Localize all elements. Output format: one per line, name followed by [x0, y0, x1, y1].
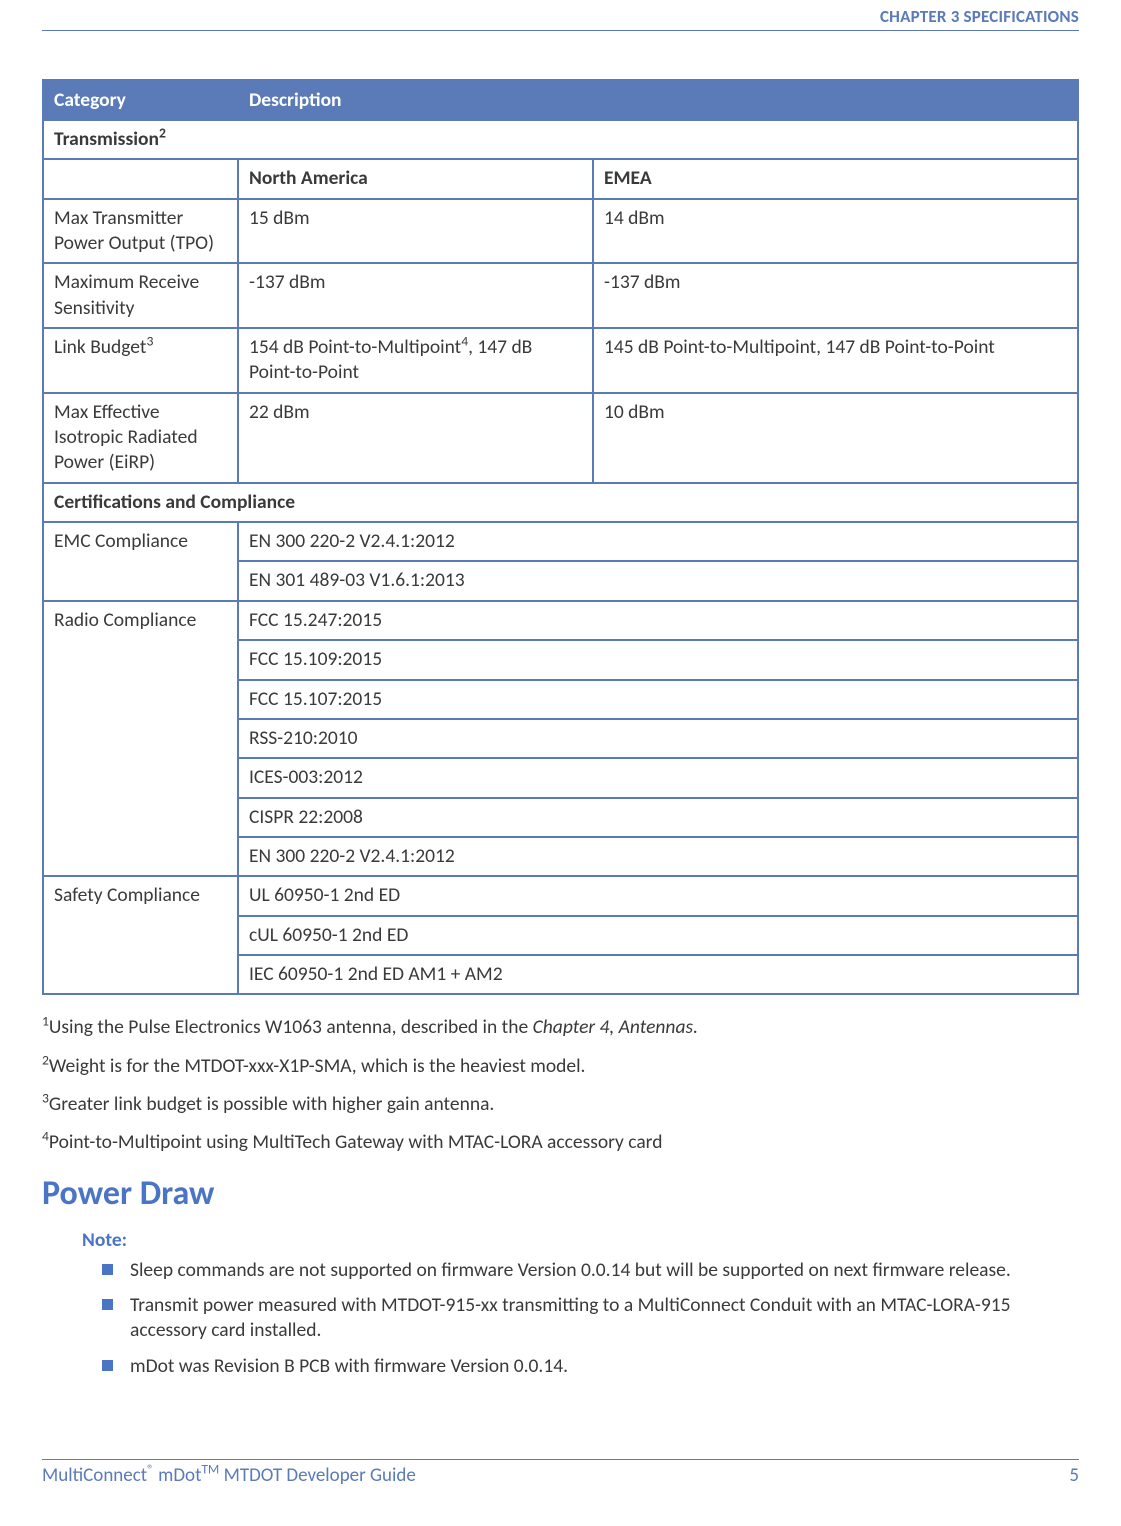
note-list: Sleep commands are not supported on firm…: [130, 1258, 1079, 1379]
square-bullet-icon: [102, 1299, 113, 1310]
footnotes: 1Using the Pulse Electronics W1063 anten…: [42, 1015, 1079, 1155]
group-label-safety: Safety Compliance: [43, 876, 238, 994]
square-bullet-icon: [102, 1360, 113, 1371]
list-item: Transmit power measured with MTDOT-915-x…: [130, 1293, 1079, 1344]
col-category: Category: [43, 80, 238, 120]
group-label-radio: Radio Compliance: [43, 601, 238, 876]
page-number: 5: [1069, 1464, 1079, 1487]
section-title-certs: Certifications and Compliance: [43, 483, 1078, 522]
chapter-header: CHAPTER 3 SPECIFICATIONS: [42, 6, 1079, 31]
table-row: Max Effective Isotropic Radiated Power (…: [43, 393, 1078, 483]
section-row-certifications: Certifications and Compliance: [43, 483, 1078, 522]
cert-item: FCC 15.109:2015: [238, 640, 1078, 679]
footer-title: MultiConnect® mDotTM MTDOT Developer Gui…: [42, 1464, 416, 1487]
row-label: Max Transmitter Power Output (TPO): [43, 199, 238, 264]
region-header-row: North America EMEA: [43, 159, 1078, 198]
table-row: Max Transmitter Power Output (TPO) 15 dB…: [43, 199, 1078, 264]
blank-cell: [43, 159, 238, 198]
table-row: Radio Compliance FCC 15.247:2015: [43, 601, 1078, 640]
cert-item: FCC 15.247:2015: [238, 601, 1078, 640]
square-bullet-icon: [102, 1264, 113, 1275]
row-label: Link Budget3: [43, 328, 238, 393]
table-header-row: Category Description: [43, 80, 1078, 120]
row-na: 15 dBm: [238, 199, 593, 264]
row-emea: 14 dBm: [593, 199, 1078, 264]
row-na: 22 dBm: [238, 393, 593, 483]
row-emea: -137 dBm: [593, 263, 1078, 328]
cert-item: cUL 60950-1 2nd ED: [238, 916, 1078, 955]
table-row: Link Budget3 154 dB Point-to-Multipoint4…: [43, 328, 1078, 393]
cert-item: EN 300 220-2 V2.4.1:2012: [238, 522, 1078, 561]
region-emea: EMEA: [593, 159, 1078, 198]
note-block: Note: Sleep commands are not supported o…: [82, 1228, 1079, 1379]
table-row: Safety Compliance UL 60950-1 2nd ED: [43, 876, 1078, 915]
footnote: 2Weight is for the MTDOT-xxx-X1P-SMA, wh…: [42, 1054, 1079, 1078]
row-emea: 10 dBm: [593, 393, 1078, 483]
row-label: Maximum Receive Sensitivity: [43, 263, 238, 328]
page-footer: MultiConnect® mDotTM MTDOT Developer Gui…: [42, 1459, 1079, 1487]
cert-item: ICES-003:2012: [238, 758, 1078, 797]
list-item: mDot was Revision B PCB with firmware Ve…: [130, 1354, 1079, 1379]
table-row: EMC Compliance EN 300 220-2 V2.4.1:2012: [43, 522, 1078, 561]
section-row-transmission: Transmission2: [43, 120, 1078, 159]
row-emea: 145 dB Point-to-Multipoint, 147 dB Point…: [593, 328, 1078, 393]
footnote: 1Using the Pulse Electronics W1063 anten…: [42, 1015, 1079, 1039]
footnote: 4Point-to-Multipoint using MultiTech Gat…: [42, 1130, 1079, 1154]
cert-item: EN 301 489-03 V1.6.1:2013: [238, 561, 1078, 600]
cert-item: UL 60950-1 2nd ED: [238, 876, 1078, 915]
cert-item: CISPR 22:2008: [238, 798, 1078, 837]
footnote: 3Greater link budget is possible with hi…: [42, 1092, 1079, 1116]
section-title-transmission: Transmission2: [43, 120, 1078, 159]
cert-item: EN 300 220-2 V2.4.1:2012: [238, 837, 1078, 876]
list-item: Sleep commands are not supported on firm…: [130, 1258, 1079, 1283]
specifications-table: Category Description Transmission2 North…: [42, 79, 1079, 995]
group-label-emc: EMC Compliance: [43, 522, 238, 601]
row-label: Max Effective Isotropic Radiated Power (…: [43, 393, 238, 483]
cert-item: RSS-210:2010: [238, 719, 1078, 758]
table-row: Maximum Receive Sensitivity -137 dBm -13…: [43, 263, 1078, 328]
row-na: -137 dBm: [238, 263, 593, 328]
row-na: 154 dB Point-to-Multipoint4, 147 dB Poin…: [238, 328, 593, 393]
cert-item: FCC 15.107:2015: [238, 680, 1078, 719]
region-na: North America: [238, 159, 593, 198]
cert-item: IEC 60950-1 2nd ED AM1 + AM2: [238, 955, 1078, 994]
note-label: Note:: [82, 1228, 1079, 1252]
section-title-power-draw: Power Draw: [42, 1173, 1079, 1214]
col-description: Description: [238, 80, 1078, 120]
